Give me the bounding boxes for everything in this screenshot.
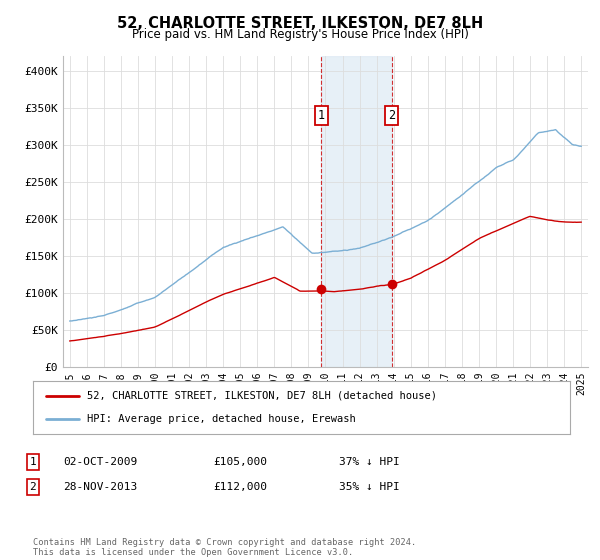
Text: 28-NOV-2013: 28-NOV-2013 xyxy=(63,482,137,492)
Text: £105,000: £105,000 xyxy=(213,457,267,467)
Text: 02-OCT-2009: 02-OCT-2009 xyxy=(63,457,137,467)
Text: 2: 2 xyxy=(388,109,395,122)
Bar xyxy=(321,56,392,367)
Text: 52, CHARLOTTE STREET, ILKESTON, DE7 8LH (detached house): 52, CHARLOTTE STREET, ILKESTON, DE7 8LH … xyxy=(87,391,437,401)
Text: Price paid vs. HM Land Registry's House Price Index (HPI): Price paid vs. HM Land Registry's House … xyxy=(131,28,469,41)
Text: £112,000: £112,000 xyxy=(213,482,267,492)
Text: Contains HM Land Registry data © Crown copyright and database right 2024.
This d: Contains HM Land Registry data © Crown c… xyxy=(33,538,416,557)
Text: 1: 1 xyxy=(29,457,37,467)
Text: HPI: Average price, detached house, Erewash: HPI: Average price, detached house, Erew… xyxy=(87,414,355,424)
Text: 1: 1 xyxy=(317,109,325,122)
Text: 35% ↓ HPI: 35% ↓ HPI xyxy=(339,482,400,492)
Text: 52, CHARLOTTE STREET, ILKESTON, DE7 8LH: 52, CHARLOTTE STREET, ILKESTON, DE7 8LH xyxy=(117,16,483,31)
Text: 2: 2 xyxy=(29,482,37,492)
Text: 37% ↓ HPI: 37% ↓ HPI xyxy=(339,457,400,467)
